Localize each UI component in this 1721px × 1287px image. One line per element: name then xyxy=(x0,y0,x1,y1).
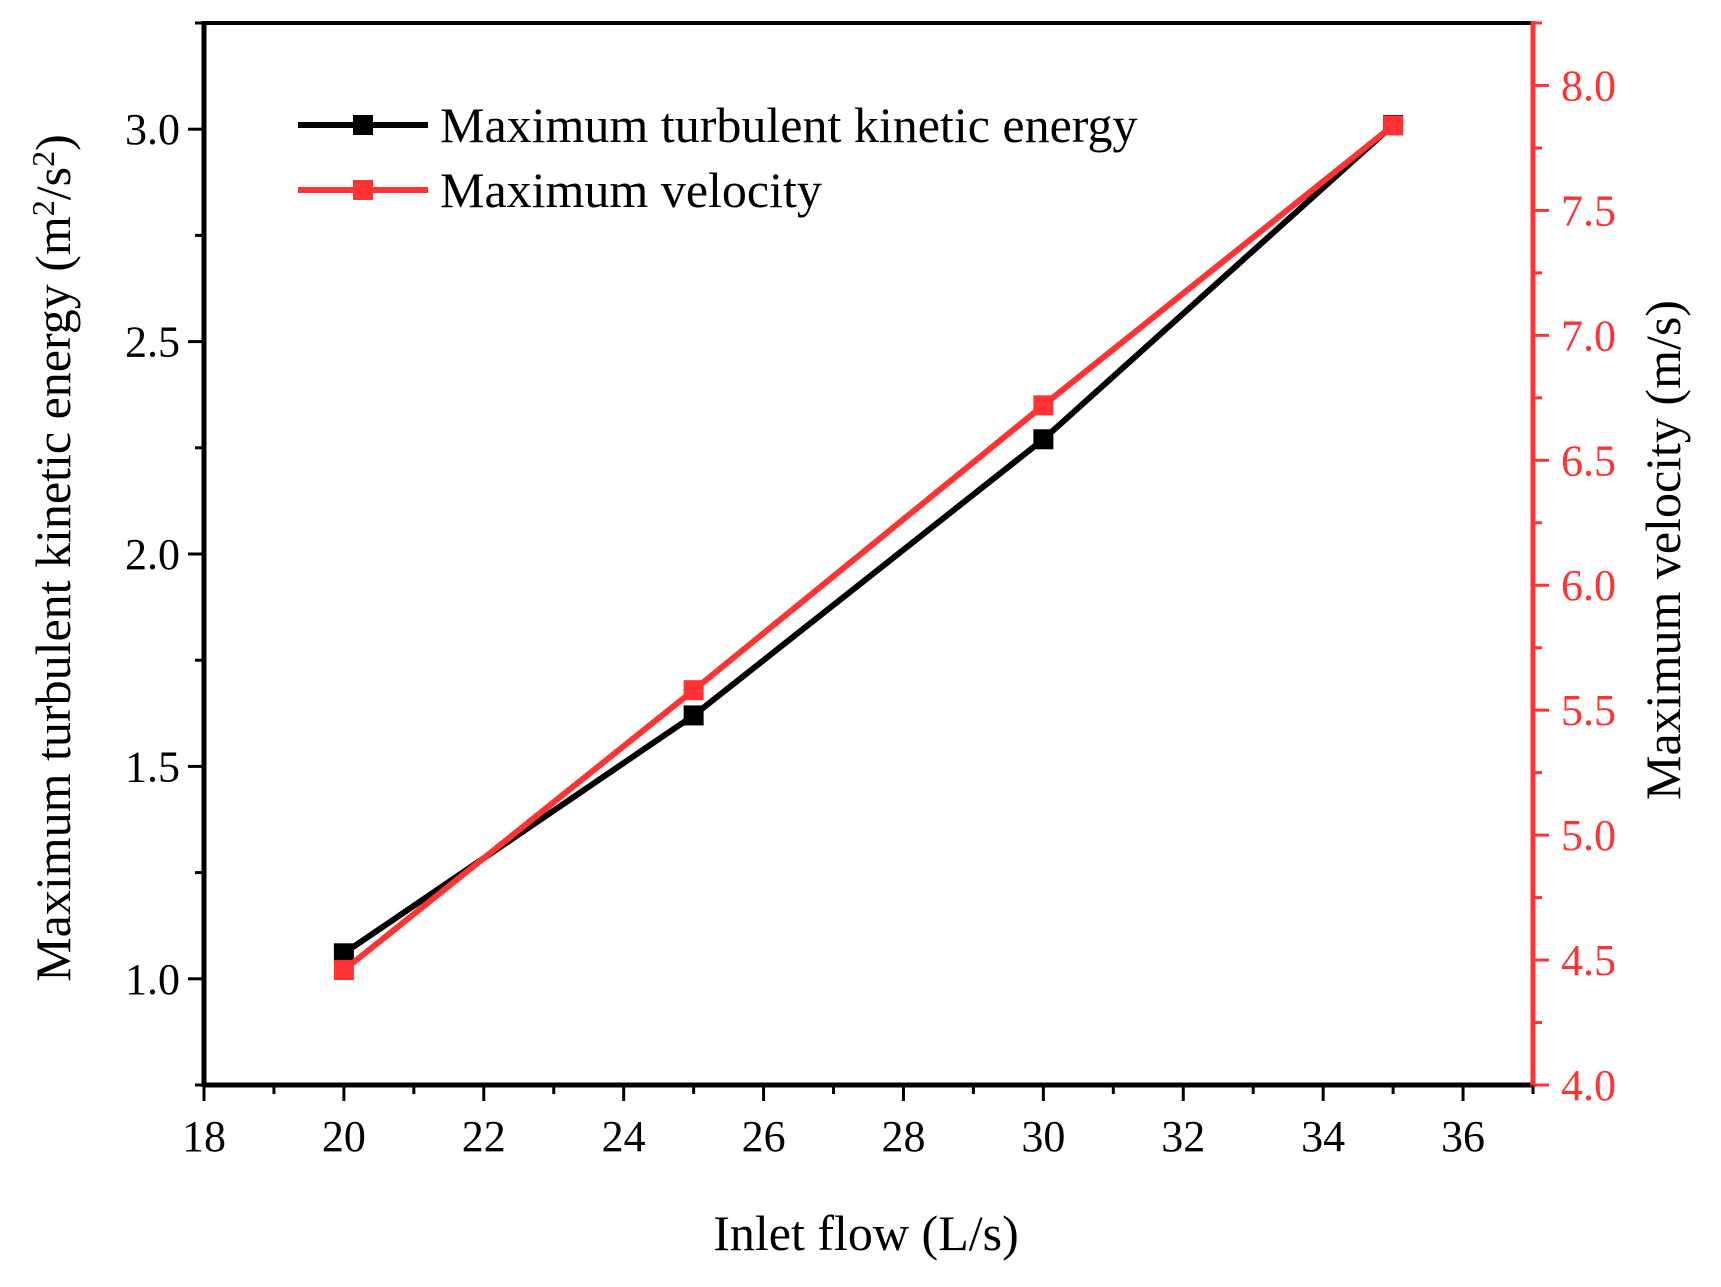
y-tick-label: 3.0 xyxy=(125,105,180,154)
x-axis-title: Inlet flow (L/s) xyxy=(713,1205,1018,1261)
y-tick-label: 2.0 xyxy=(125,530,180,579)
x-tick-label: 28 xyxy=(881,1112,925,1161)
y2-tick-label: 6.5 xyxy=(1561,436,1616,485)
y2-tick-label: 6.0 xyxy=(1561,561,1616,610)
x-tick-label: 36 xyxy=(1441,1112,1485,1161)
series-1-marker xyxy=(683,705,704,726)
y-axis-title-sup1: 2 xyxy=(25,200,61,216)
x-tick-label: 34 xyxy=(1301,1112,1345,1161)
y-tick-label: 1.5 xyxy=(125,742,180,791)
series-2-marker xyxy=(1033,395,1054,416)
y-tick-label: 1.0 xyxy=(125,955,180,1004)
y-axis-left: 1.0 1.5 2.0 2.5 3.0 xyxy=(125,21,204,1087)
y2-tick-label: 7.5 xyxy=(1561,186,1616,235)
legend-label-1: Maximum turbulent kinetic energy xyxy=(440,97,1138,153)
y-axis-title-mid: /s xyxy=(25,167,81,200)
y2-tick-label: 5.0 xyxy=(1561,811,1616,860)
legend-label-2: Maximum velocity xyxy=(440,162,822,218)
x-tick-label: 20 xyxy=(322,1112,366,1161)
series-1-marker xyxy=(1033,429,1054,450)
legend: Maximum turbulent kinetic energy Maximum … xyxy=(298,97,1138,218)
series-line-2 xyxy=(342,123,1395,973)
y-axis-title-end: ) xyxy=(25,134,81,151)
legend-marker-2 xyxy=(353,180,373,200)
series-2-marker xyxy=(683,680,704,701)
y2-tick-label: 7.0 xyxy=(1561,311,1616,360)
series-line-1 xyxy=(342,122,1396,956)
y-axis-right: 4.0 4.5 5.0 5.5 6.0 6.5 7.0 7.5 8.0 xyxy=(1533,21,1616,1110)
x-tick-label: 24 xyxy=(602,1112,646,1161)
y2-tick-label: 4.0 xyxy=(1561,1061,1616,1110)
x-tick-label: 22 xyxy=(462,1112,506,1161)
series-layer xyxy=(333,114,1404,981)
legend-marker-1 xyxy=(353,115,373,135)
x-axis: 18 20 22 24 26 28 30 32 34 36 xyxy=(182,1085,1535,1161)
y2-tick-label: 4.5 xyxy=(1561,936,1616,985)
x-tick-label: 32 xyxy=(1161,1112,1205,1161)
y-tick-label: 2.5 xyxy=(125,318,180,367)
y-axis-title: Maximum turbulent kinetic energy (m2/s2) xyxy=(25,134,81,982)
y-axis-title-sup2: 2 xyxy=(25,151,61,167)
series-1-marker xyxy=(333,943,354,964)
x-tick-label: 30 xyxy=(1021,1112,1065,1161)
series-2-marker xyxy=(333,960,354,981)
y2-tick-label: 8.0 xyxy=(1561,61,1616,110)
y2-tick-label: 5.5 xyxy=(1561,686,1616,735)
series-2-marker xyxy=(1383,115,1404,136)
x-tick-label: 18 xyxy=(182,1112,226,1161)
y-axis-title-main: Maximum turbulent kinetic energy (m xyxy=(25,216,81,982)
x-tick-label: 26 xyxy=(742,1112,786,1161)
y2-axis-title: Maximum velocity (m/s) xyxy=(1635,300,1691,800)
